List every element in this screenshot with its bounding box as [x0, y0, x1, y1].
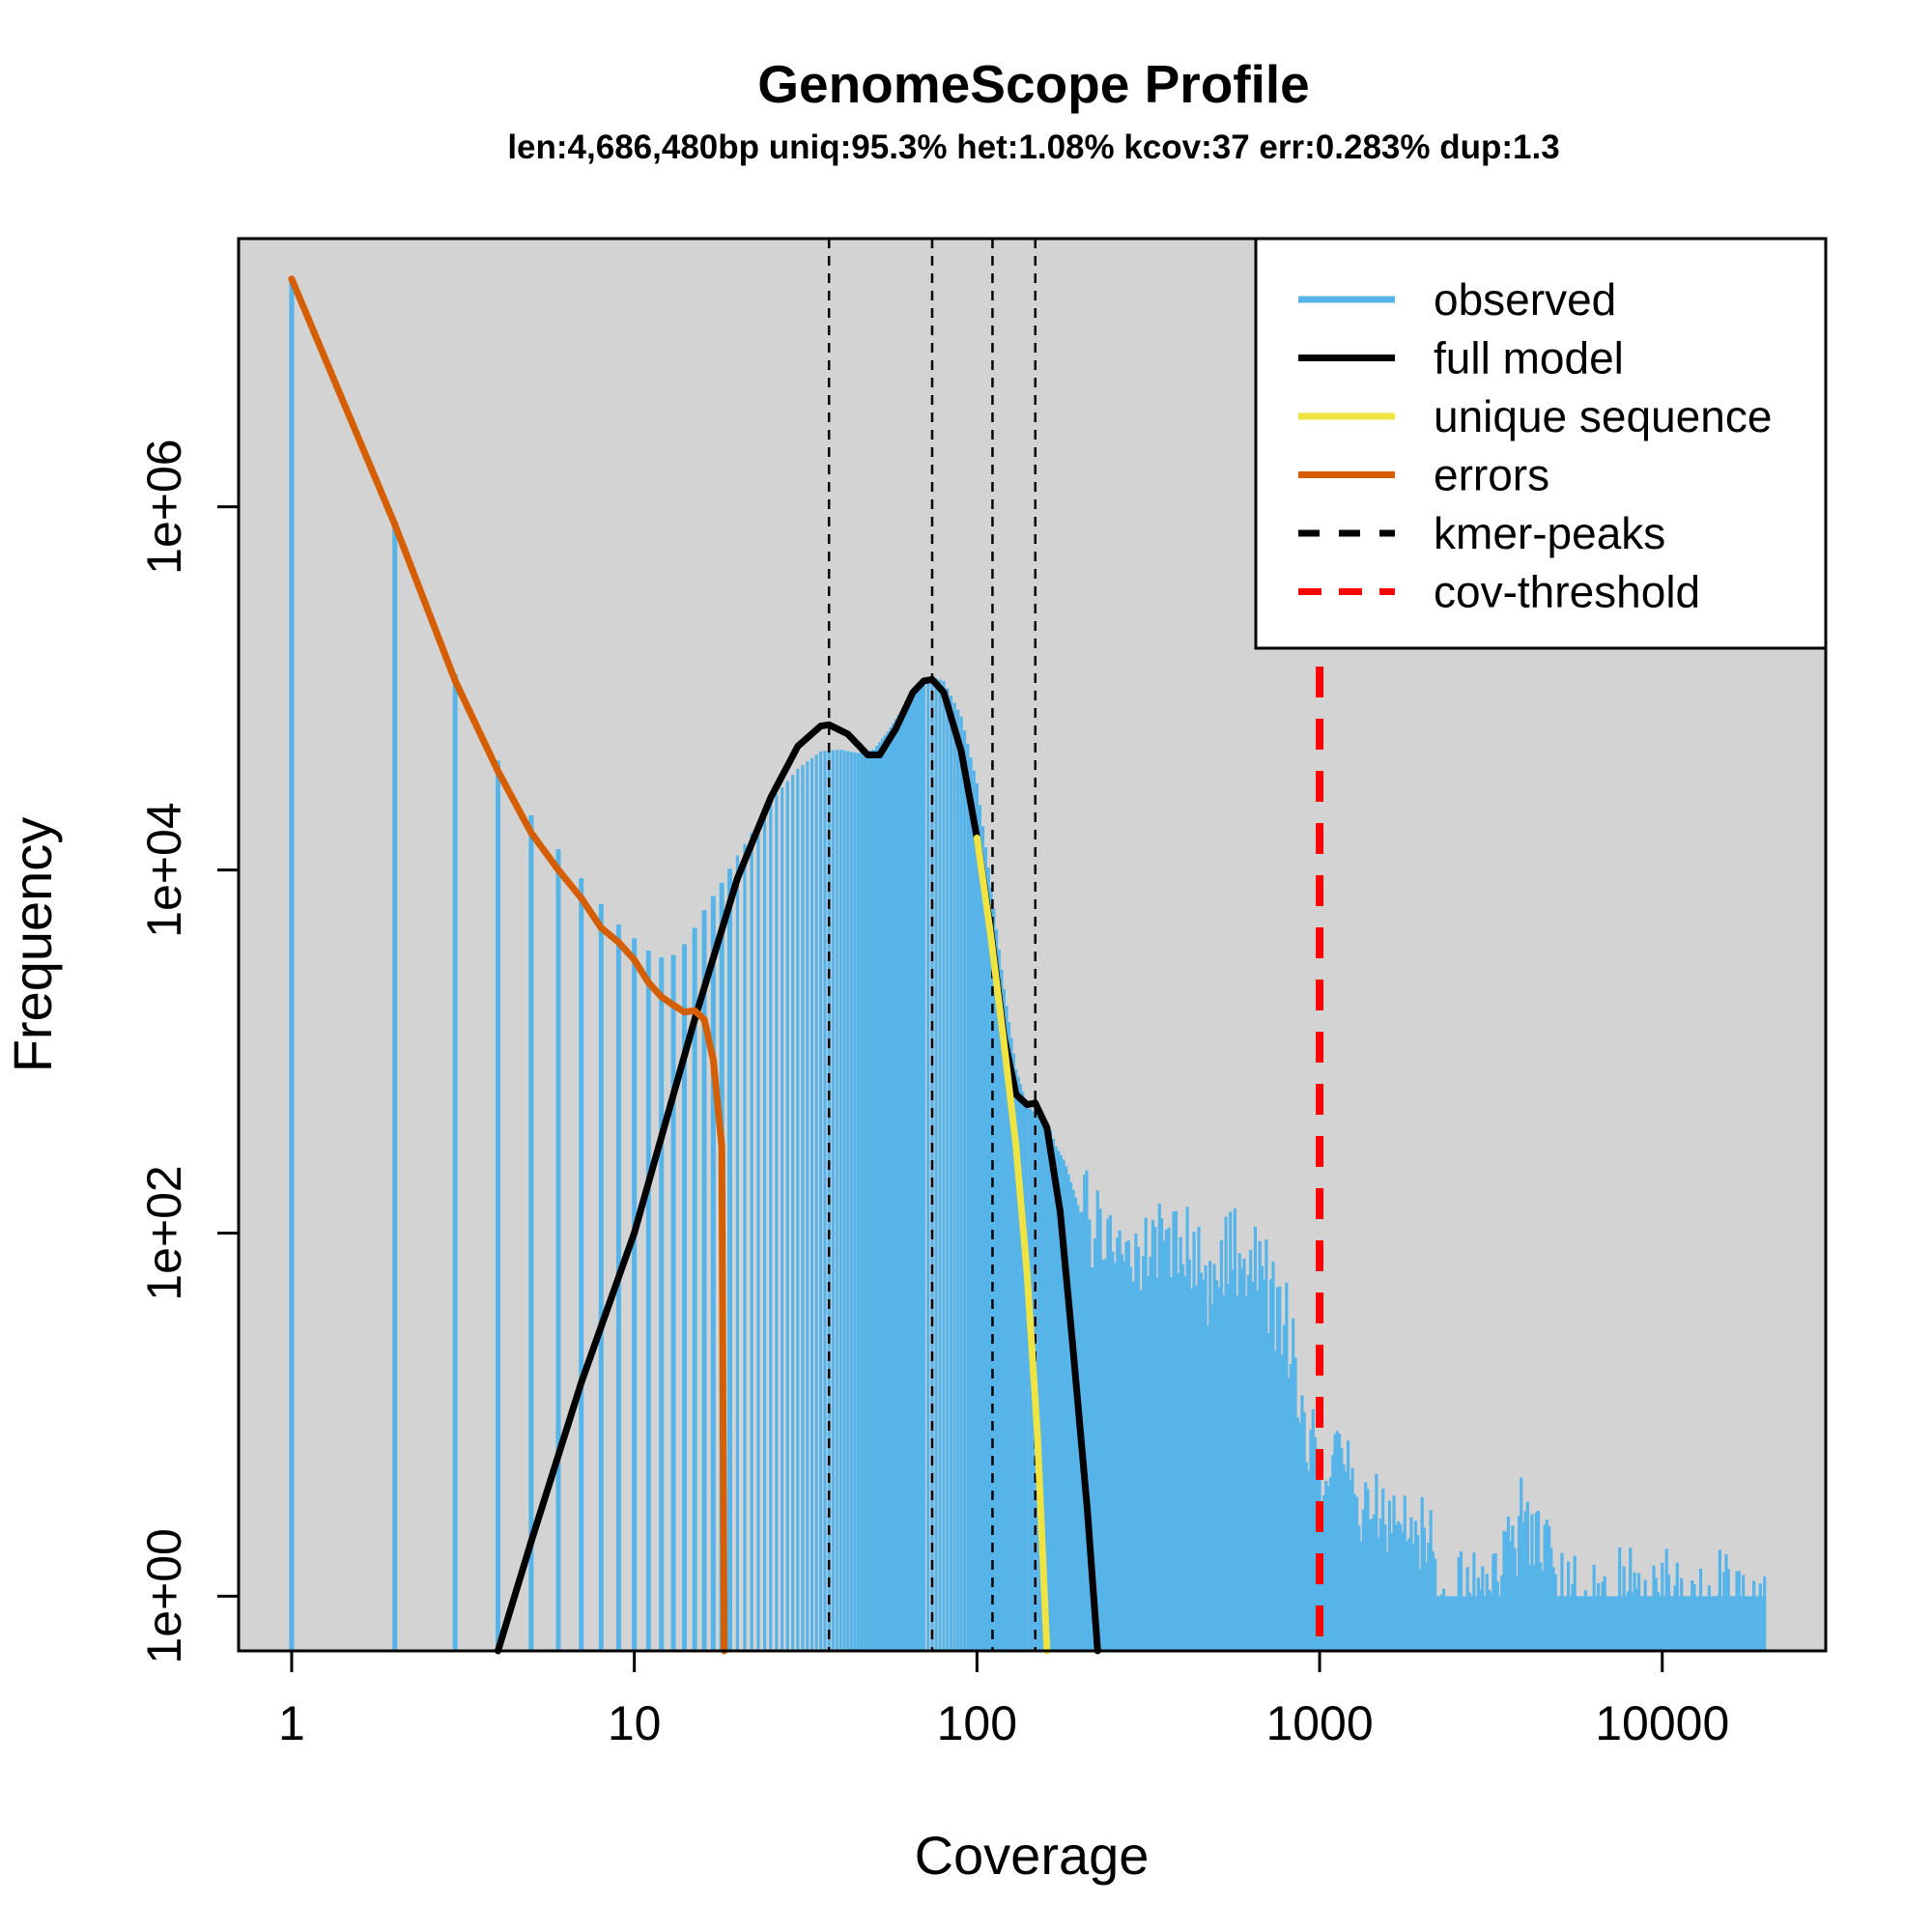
y-axis-label: Frequency [2, 817, 63, 1073]
x-tick-label: 10 [608, 1696, 662, 1750]
x-axis: 1 10 100 1000 10000 [278, 1651, 1729, 1750]
y-tick-label: 1e+04 [137, 802, 191, 937]
y-axis: 1e+00 1e+02 1e+04 1e+06 [137, 439, 239, 1664]
x-tick-label: 1000 [1265, 1696, 1373, 1750]
full-model-line [495, 675, 1101, 1655]
chart-title: GenomeScope Profile [757, 54, 1310, 114]
x-tick-label: 100 [937, 1696, 1017, 1750]
y-tick-label: 1e+02 [137, 1165, 191, 1300]
y-tick-label: 1e+00 [137, 1528, 191, 1663]
unique-sequence-line [973, 835, 1051, 1655]
kmer-peaks-lines [827, 239, 1037, 1651]
legend-label: full model [1434, 333, 1624, 384]
legend-box [1254, 237, 1828, 650]
legend-label: observed [1434, 274, 1616, 325]
model-lines [288, 275, 1101, 1655]
legend: observed full model unique sequence errors k… [1254, 237, 1828, 650]
y-tick-label: 1e+06 [137, 439, 191, 574]
legend-label: unique sequence [1434, 391, 1772, 441]
chart-subtitle: len:4,686,480bp uniq:95.3% het:1.08% kco… [507, 128, 1559, 166]
errors-line [288, 275, 728, 1655]
x-tick-label: 10000 [1595, 1696, 1729, 1750]
legend-label: cov-threshold [1434, 567, 1700, 617]
x-axis-label: Coverage [915, 1825, 1150, 1886]
x-tick-label: 1 [278, 1696, 305, 1750]
legend-label: kmer-peaks [1434, 508, 1665, 558]
legend-label: errors [1434, 450, 1549, 500]
plot-frame [237, 237, 1828, 1653]
